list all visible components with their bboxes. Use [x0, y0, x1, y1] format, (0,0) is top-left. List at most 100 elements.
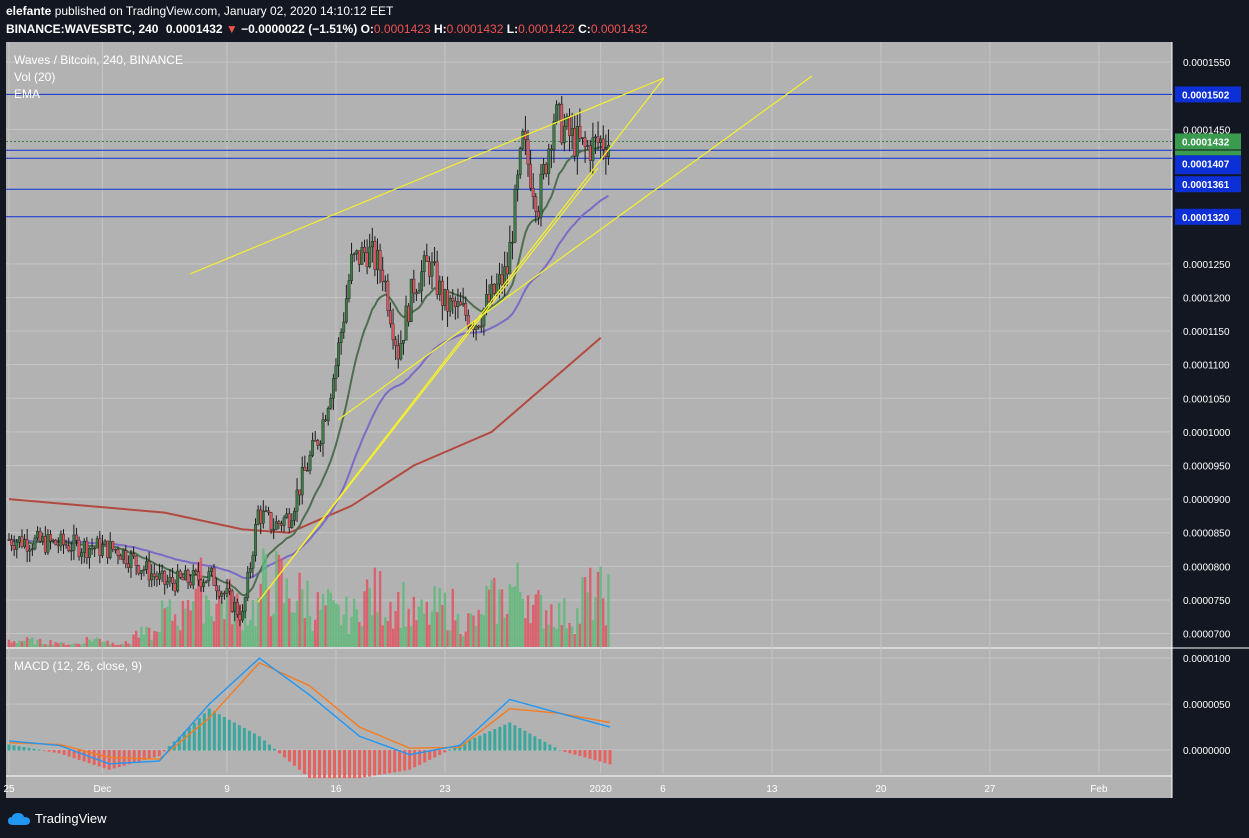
volume-bar [243, 603, 247, 647]
volume-bar [124, 641, 127, 647]
macd-histogram-bar [608, 750, 612, 765]
candle-body [293, 511, 296, 521]
volume-bar [521, 598, 525, 647]
change-value: −0.0000022 (−1.51%) [241, 22, 358, 36]
candle-body [158, 573, 161, 580]
candle-body [93, 547, 97, 550]
candle-body [80, 552, 84, 557]
volume-bar [166, 606, 169, 647]
macd-histogram-bar [182, 732, 186, 751]
volume-bar [217, 594, 221, 647]
volume-bar [376, 612, 379, 647]
macd-histogram-bar [578, 750, 582, 757]
candle-body [599, 138, 603, 143]
macd-line [8, 657, 611, 765]
volume-bar [557, 602, 561, 647]
volume-bar [555, 628, 558, 647]
macd-histogram-bar [262, 740, 266, 751]
volume-bar [371, 615, 374, 647]
price-tick-label: 0.0001250 [1183, 260, 1231, 271]
candle-body [181, 576, 185, 581]
down-arrow-icon: ▼ [225, 22, 238, 36]
candle-body [521, 131, 525, 149]
cloud-icon [8, 812, 30, 825]
candle-body [259, 509, 263, 524]
ema-legend[interactable]: EMA [14, 87, 41, 101]
candle-body [274, 521, 278, 530]
volume-bar [186, 599, 190, 647]
candle-body [176, 570, 180, 592]
macd-histogram-bar [292, 750, 296, 766]
candle-body [62, 533, 65, 545]
candle-body [269, 512, 273, 530]
chart-title-legend[interactable]: Waves / Bitcoin, 240, BINANCE [14, 53, 183, 67]
macd-histogram-bar [403, 750, 407, 771]
macd-histogram-bar [533, 736, 537, 751]
candle-body [339, 331, 343, 343]
candle-body [448, 297, 452, 312]
volume-legend[interactable]: Vol (20) [14, 70, 56, 84]
volume-bar [417, 606, 421, 647]
high-value: 0.0001432 [446, 22, 504, 36]
volume-bar [493, 577, 496, 647]
volume-bar [329, 592, 332, 647]
volume-bar [147, 627, 151, 647]
volume-bar [121, 644, 125, 647]
price-tick-label: 0.0001050 [1183, 394, 1231, 405]
candle-body [313, 440, 317, 442]
candle-body [116, 549, 120, 556]
macd-histogram-bar [82, 750, 86, 762]
candle-body [331, 378, 335, 399]
candle-body [456, 301, 460, 307]
candle-body [378, 249, 382, 271]
macd-legend[interactable]: MACD (12, 26, close, 9) [14, 659, 143, 673]
volume-bar [111, 642, 114, 647]
candle-body [134, 555, 138, 566]
macd-histogram-bar [237, 725, 241, 751]
plot-background [6, 42, 1172, 798]
candle-body [251, 555, 255, 569]
candle-body [25, 539, 29, 552]
candle-body [282, 517, 286, 526]
candle-body [498, 274, 501, 285]
author-name[interactable]: elefante [6, 4, 52, 18]
macd-histogram-bar [247, 730, 251, 751]
candle-body [347, 280, 351, 299]
macd-histogram-bar [313, 750, 317, 779]
macd-histogram-bar [428, 750, 432, 760]
candle-body [225, 588, 229, 594]
volume-bar [319, 609, 322, 647]
volume-bar [49, 640, 52, 647]
candle-body [199, 579, 203, 587]
macd-histogram-bar [328, 750, 332, 779]
macd-histogram-bar [548, 744, 552, 751]
candle-body [516, 174, 520, 190]
candle-body [420, 271, 424, 291]
candle-body [547, 148, 551, 175]
volume-bar [44, 644, 47, 647]
price-value: 0.0001432 [165, 22, 223, 36]
volume-bar [254, 626, 257, 647]
candle-body [95, 538, 99, 549]
volume-bar [262, 548, 265, 647]
volume-bar [272, 613, 275, 647]
macd-histogram-bar [217, 714, 221, 751]
macd-histogram-bar [408, 750, 412, 770]
candle-body [370, 241, 374, 248]
volume-bar [192, 601, 195, 647]
candle-body [235, 602, 239, 615]
candle-body [106, 540, 110, 559]
volume-bar [282, 603, 286, 647]
volume-bar [96, 637, 99, 647]
macd-histogram-bar [468, 740, 472, 751]
volume-bar [249, 619, 252, 647]
volume-bar [482, 615, 486, 647]
time-tick-label: 20 [875, 784, 887, 795]
volume-bar [544, 610, 548, 647]
candle-body [552, 121, 556, 151]
tradingview-logo[interactable]: TradingView [8, 811, 107, 826]
macd-histogram-bar [358, 750, 362, 779]
price-tick-label: 0.0000900 [1183, 495, 1231, 506]
macd-histogram-bar [528, 733, 532, 751]
